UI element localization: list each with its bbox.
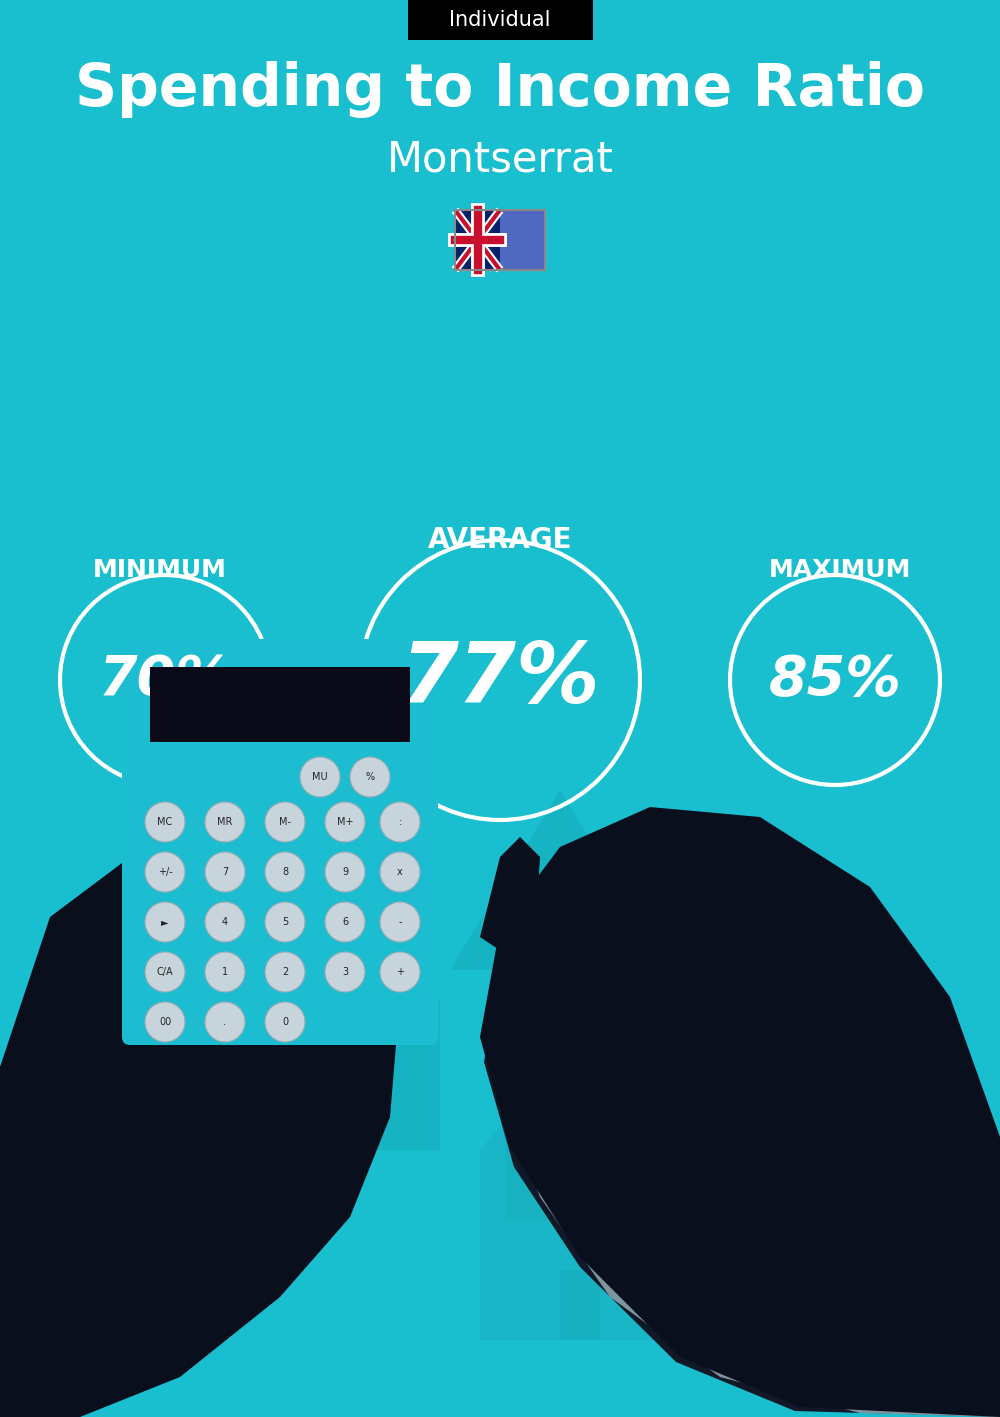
Polygon shape <box>220 1000 440 1151</box>
Circle shape <box>325 952 365 992</box>
Text: x: x <box>397 867 403 877</box>
Text: +: + <box>396 966 404 976</box>
Ellipse shape <box>700 1175 780 1265</box>
Text: MINIMUM: MINIMUM <box>93 558 227 582</box>
Text: $: $ <box>823 1166 857 1214</box>
FancyBboxPatch shape <box>620 1135 648 1161</box>
Polygon shape <box>715 900 845 1250</box>
Polygon shape <box>480 837 540 956</box>
Polygon shape <box>480 1020 700 1151</box>
Ellipse shape <box>782 1125 898 1255</box>
FancyBboxPatch shape <box>122 639 438 1044</box>
Circle shape <box>325 852 365 891</box>
Text: ►: ► <box>161 917 169 927</box>
FancyBboxPatch shape <box>455 210 500 271</box>
Circle shape <box>380 802 420 842</box>
Polygon shape <box>0 837 400 1417</box>
FancyBboxPatch shape <box>455 210 545 271</box>
Text: M+: M+ <box>337 818 353 828</box>
Text: 4: 4 <box>222 917 228 927</box>
Text: 1: 1 <box>222 966 228 976</box>
Polygon shape <box>0 877 380 1257</box>
FancyBboxPatch shape <box>706 1284 816 1302</box>
Text: MAXIMUM: MAXIMUM <box>769 558 911 582</box>
Text: 5: 5 <box>282 917 288 927</box>
Text: MU: MU <box>312 772 328 782</box>
Text: +/-: +/- <box>158 867 172 877</box>
Circle shape <box>205 852 245 891</box>
Text: 00: 00 <box>159 1017 171 1027</box>
Polygon shape <box>450 791 670 1220</box>
Text: Spending to Income Ratio: Spending to Income Ratio <box>75 61 925 119</box>
Circle shape <box>325 903 365 942</box>
Circle shape <box>350 757 390 796</box>
FancyBboxPatch shape <box>703 1288 813 1306</box>
Circle shape <box>380 903 420 942</box>
Circle shape <box>265 852 305 891</box>
FancyBboxPatch shape <box>408 0 592 40</box>
Text: 3: 3 <box>342 966 348 976</box>
Circle shape <box>265 952 305 992</box>
Text: MC: MC <box>157 818 173 828</box>
Text: 6: 6 <box>342 917 348 927</box>
Polygon shape <box>506 884 1000 1417</box>
Circle shape <box>205 1002 245 1041</box>
Text: 77%: 77% <box>400 639 600 720</box>
FancyBboxPatch shape <box>709 1280 819 1298</box>
Text: .: . <box>224 1017 226 1027</box>
FancyBboxPatch shape <box>150 667 410 743</box>
Text: :: : <box>398 818 402 828</box>
FancyBboxPatch shape <box>560 1270 600 1340</box>
Circle shape <box>265 1002 305 1041</box>
Text: MR: MR <box>217 818 233 828</box>
Text: 8: 8 <box>282 867 288 877</box>
Circle shape <box>145 852 185 891</box>
Circle shape <box>205 952 245 992</box>
Text: -: - <box>398 917 402 927</box>
Text: Individual: Individual <box>449 10 551 30</box>
Circle shape <box>145 802 185 842</box>
Text: AVERAGE: AVERAGE <box>428 526 572 554</box>
Circle shape <box>265 802 305 842</box>
Circle shape <box>205 802 245 842</box>
FancyBboxPatch shape <box>712 1275 822 1294</box>
Circle shape <box>265 903 305 942</box>
Polygon shape <box>10 907 345 1238</box>
Circle shape <box>325 802 365 842</box>
Text: 2: 2 <box>282 966 288 976</box>
Circle shape <box>205 903 245 942</box>
Text: 85%: 85% <box>769 653 901 707</box>
Text: 7: 7 <box>222 867 228 877</box>
Text: C/A: C/A <box>157 966 173 976</box>
Text: Montserrat: Montserrat <box>387 139 613 181</box>
Polygon shape <box>480 808 1000 1417</box>
Circle shape <box>380 952 420 992</box>
Polygon shape <box>484 839 1000 1417</box>
Text: M-: M- <box>279 818 291 828</box>
Text: 70%: 70% <box>99 653 231 707</box>
Text: 0: 0 <box>282 1017 288 1027</box>
FancyBboxPatch shape <box>700 1292 810 1309</box>
Circle shape <box>300 757 340 796</box>
FancyBboxPatch shape <box>500 210 545 271</box>
Circle shape <box>145 1002 185 1041</box>
Circle shape <box>145 952 185 992</box>
Circle shape <box>380 852 420 891</box>
Polygon shape <box>220 870 440 1000</box>
Circle shape <box>145 903 185 942</box>
Text: 9: 9 <box>342 867 348 877</box>
Polygon shape <box>480 1151 700 1340</box>
Text: %: % <box>365 772 375 782</box>
